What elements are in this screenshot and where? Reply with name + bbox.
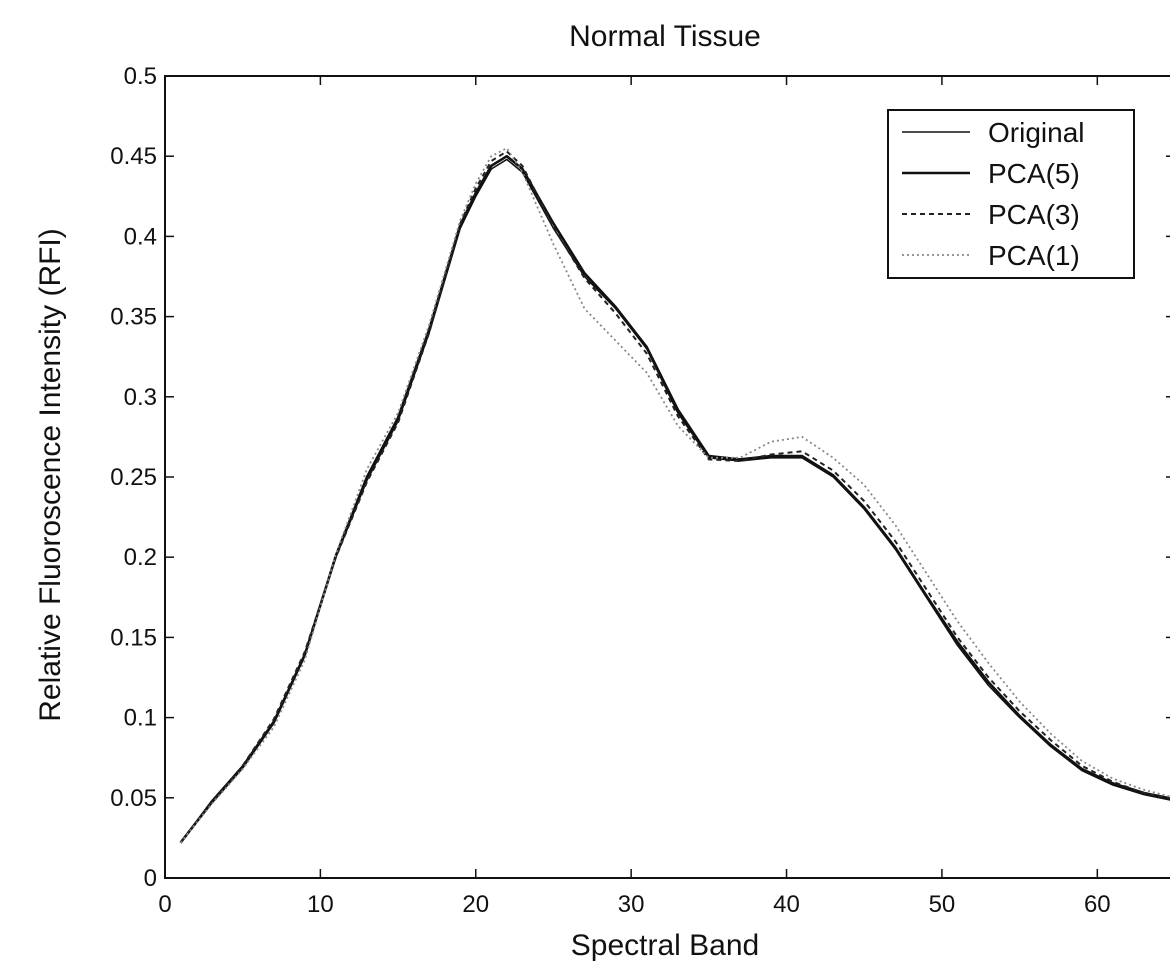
x-tick-label: 60 (1084, 891, 1111, 918)
legend-label: PCA(5) (988, 158, 1080, 189)
y-tick-label: 0.45 (110, 143, 157, 170)
y-tick-label: 0.15 (110, 624, 157, 651)
y-tick-label: 0.1 (124, 705, 157, 732)
x-axis-label: Spectral Band (571, 929, 759, 962)
x-tick-label: 30 (618, 891, 645, 918)
x-tick-label: 20 (462, 891, 489, 918)
series-line-pca-3 (179, 150, 1170, 844)
legend-label: Original (988, 117, 1084, 148)
y-tick-label: 0.3 (124, 384, 157, 411)
y-tick-label: 0.4 (124, 223, 157, 250)
x-axis-ticks: 0 10 20 30 40 50 60 (158, 76, 1111, 918)
y-axis-label: Relative Fluoroscence Intensity (RFI) (34, 228, 67, 722)
x-tick-label: 0 (158, 891, 171, 918)
x-tick-label: 50 (929, 891, 956, 918)
y-tick-label: 0.5 (124, 63, 157, 90)
x-tick-label: 40 (773, 891, 800, 918)
legend-label: PCA(1) (988, 240, 1080, 271)
y-tick-label: 0.25 (110, 464, 157, 491)
legend-box (887, 109, 1135, 279)
chart-title: Normal Tissue (569, 20, 761, 53)
y-tick-label: 0 (144, 865, 157, 892)
y-tick-label: 0.05 (110, 785, 157, 812)
series-line-pca-5 (179, 154, 1170, 844)
legend-label: PCA(3) (988, 199, 1080, 230)
y-tick-label: 0.35 (110, 304, 157, 331)
x-tick-label: 10 (307, 891, 334, 918)
series-layer (179, 147, 1170, 844)
y-tick-label: 0.2 (124, 544, 157, 571)
legend: Original PCA(5) PCA(3) PCA(1) (887, 109, 1135, 279)
series-line-pca-1 (179, 147, 1170, 844)
